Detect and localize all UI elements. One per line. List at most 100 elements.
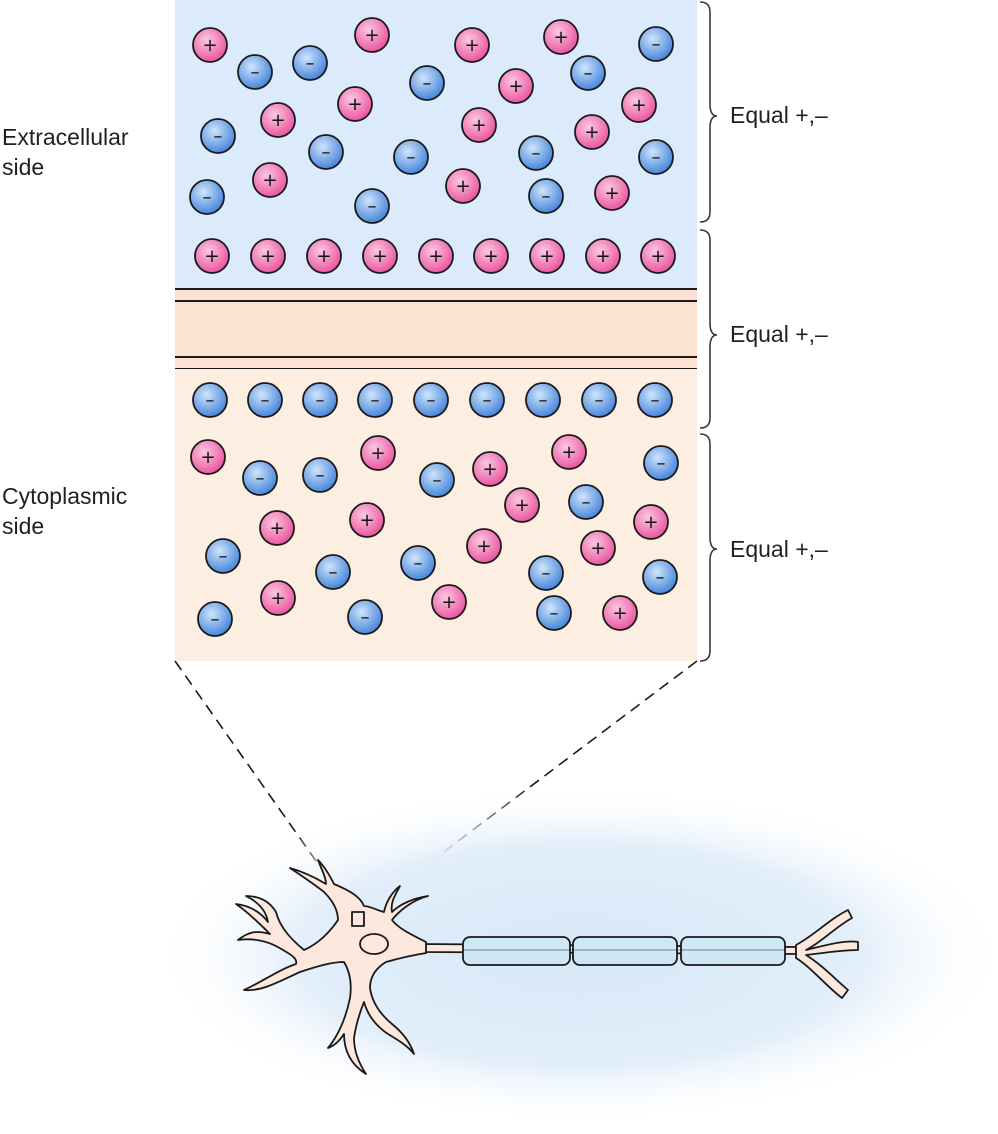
plus-sign: +	[471, 115, 486, 136]
positive-ion: +	[306, 238, 342, 274]
positive-ion: +	[445, 168, 481, 204]
negative-ion: –	[419, 462, 455, 498]
plus-sign: +	[347, 94, 362, 115]
positive-ion: +	[192, 27, 228, 63]
minus-sign: –	[656, 567, 665, 588]
plus-sign: +	[508, 76, 523, 97]
plus-sign: +	[270, 588, 285, 609]
plus-sign: +	[561, 442, 576, 463]
extracellular-label-line2: side	[2, 154, 45, 180]
positive-ion: +	[190, 439, 226, 475]
positive-ion: +	[529, 238, 565, 274]
minus-sign: –	[251, 62, 260, 83]
cytoplasmic-label-line1: Cytoplasmic	[2, 483, 128, 509]
plus-sign: +	[514, 495, 529, 516]
plus-sign: +	[316, 246, 331, 267]
positive-ion: +	[252, 162, 288, 198]
myelin-sheath-2	[572, 936, 678, 966]
positive-ion: +	[580, 530, 616, 566]
negative-ion: –	[581, 382, 617, 418]
brace-top	[699, 1, 718, 223]
minus-sign: –	[584, 63, 593, 84]
minus-sign: –	[652, 34, 661, 55]
brace-label-bottom: Equal +,–	[730, 536, 828, 562]
minus-sign: –	[539, 390, 548, 411]
plus-sign: +	[260, 246, 275, 267]
minus-sign: –	[542, 563, 551, 584]
minus-sign: –	[256, 468, 265, 489]
negative-ion: –	[247, 382, 283, 418]
minus-sign: –	[652, 147, 661, 168]
negative-ion: –	[638, 139, 674, 175]
positive-ion: +	[602, 595, 638, 631]
minus-sign: –	[414, 553, 423, 574]
ions-layer: +– –+ + + –– +–+ +–+ + +– – – –+–+– – ++ + + + + + + + +– – – – –…	[189, 17, 679, 637]
soma-and-dendrites	[235, 859, 429, 1075]
minus-sign: –	[329, 562, 338, 583]
positive-ion: +	[621, 87, 657, 123]
negative-ion: –	[528, 178, 564, 214]
minus-sign: –	[219, 546, 228, 567]
minus-sign: –	[261, 390, 270, 411]
negative-ion: –	[536, 595, 572, 631]
minus-sign: –	[368, 196, 377, 217]
plus-sign: +	[553, 27, 568, 48]
positive-ion: +	[633, 504, 669, 540]
extracellular-label: Extracellular side	[2, 122, 129, 182]
myelin-sheath-1	[462, 936, 571, 966]
minus-sign: –	[322, 142, 331, 163]
positive-ion: +	[194, 238, 230, 274]
positive-ion: +	[431, 584, 467, 620]
plus-sign: +	[200, 447, 215, 468]
minus-sign: –	[595, 390, 604, 411]
plus-sign: +	[441, 592, 456, 613]
minus-sign: –	[427, 390, 436, 411]
minus-sign: –	[532, 143, 541, 164]
positive-ion: +	[337, 86, 373, 122]
positive-ion: +	[640, 238, 676, 274]
plus-sign: +	[364, 25, 379, 46]
negative-ion: –	[400, 545, 436, 581]
minus-sign: –	[483, 390, 492, 411]
neuron	[235, 859, 859, 1075]
negative-ion: –	[189, 179, 225, 215]
positive-ion: +	[250, 238, 286, 274]
negative-ion: –	[200, 118, 236, 154]
plus-sign: +	[631, 95, 646, 116]
positive-ion: +	[418, 238, 454, 274]
negative-ion: –	[643, 445, 679, 481]
brace-bottom	[699, 433, 718, 662]
positive-ion: +	[543, 19, 579, 55]
negative-ion: –	[302, 382, 338, 418]
negative-ion: –	[570, 55, 606, 91]
plus-sign: +	[604, 183, 619, 204]
plus-sign: +	[359, 510, 374, 531]
plus-sign: +	[269, 518, 284, 539]
positive-ion: +	[594, 175, 630, 211]
plus-sign: +	[455, 176, 470, 197]
minus-sign: –	[211, 609, 220, 630]
plus-sign: +	[643, 512, 658, 533]
negative-ion: –	[315, 554, 351, 590]
plus-sign: +	[590, 538, 605, 559]
plus-sign: +	[204, 246, 219, 267]
brace-middle	[699, 229, 718, 429]
plus-sign: +	[584, 122, 599, 143]
negative-ion: –	[308, 134, 344, 170]
negative-ion: –	[393, 139, 429, 175]
zoom-box	[351, 911, 365, 927]
plus-sign: +	[539, 246, 554, 267]
negative-ion: –	[525, 382, 561, 418]
brace-label-middle: Equal +,–	[730, 321, 828, 347]
minus-sign: –	[206, 390, 215, 411]
plus-sign: +	[483, 246, 498, 267]
negative-ion: –	[192, 382, 228, 418]
minus-sign: –	[306, 53, 315, 74]
membrane-band	[175, 289, 697, 369]
plus-sign: +	[270, 110, 285, 131]
positive-ion: +	[574, 114, 610, 150]
negative-ion: –	[637, 382, 673, 418]
positive-ion: +	[259, 510, 295, 546]
positive-ion: +	[551, 434, 587, 470]
